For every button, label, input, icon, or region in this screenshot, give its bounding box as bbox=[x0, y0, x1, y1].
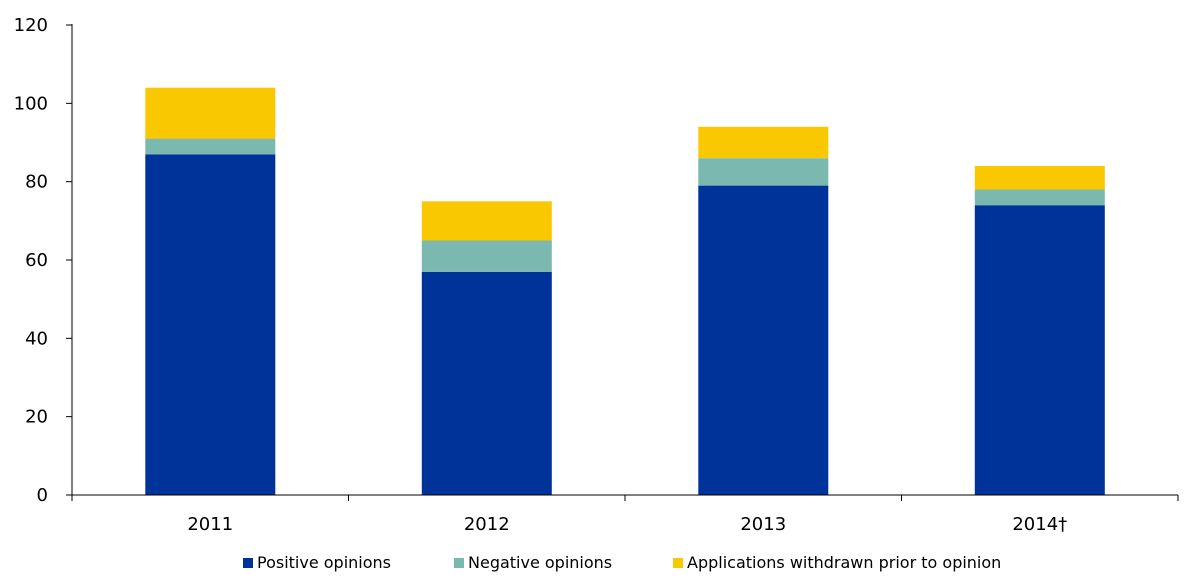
bar-segment-2-2 bbox=[698, 126, 829, 159]
legend-label-1: Negative opinions bbox=[468, 553, 612, 572]
bar-segment-1-0 bbox=[145, 138, 276, 155]
y-tick-label-2: 40 bbox=[25, 328, 48, 349]
legend-swatch-2 bbox=[673, 558, 683, 568]
x-tick-label-0: 2011 bbox=[187, 514, 233, 535]
bar-segment-0-3 bbox=[974, 205, 1105, 495]
legend-label-2: Applications withdrawn prior to opinion bbox=[687, 553, 1001, 572]
bar-segment-1-2 bbox=[698, 158, 829, 186]
x-tick-label-1: 2012 bbox=[464, 514, 510, 535]
y-tick-label-0: 0 bbox=[37, 485, 48, 506]
bar-segment-1-1 bbox=[421, 240, 552, 272]
legend-swatch-0 bbox=[243, 558, 253, 568]
bar-segment-0-1 bbox=[421, 271, 552, 496]
y-tick-label-6: 120 bbox=[14, 15, 48, 36]
bar-segment-1-3 bbox=[974, 189, 1105, 206]
y-tick-label-1: 20 bbox=[25, 407, 48, 428]
y-tick-label-5: 100 bbox=[14, 93, 48, 114]
bar-segment-0-0 bbox=[145, 154, 276, 496]
legend-label-0: Positive opinions bbox=[257, 553, 391, 572]
y-tick-label-3: 60 bbox=[25, 250, 48, 271]
bar-segment-0-2 bbox=[698, 185, 829, 495]
x-tick-label-3: 2014† bbox=[1012, 514, 1067, 535]
plot-area bbox=[145, 87, 1105, 496]
y-tick-label-4: 80 bbox=[25, 172, 48, 193]
bar-segment-2-0 bbox=[145, 87, 276, 139]
bar-segment-2-3 bbox=[974, 166, 1105, 190]
x-tick-label-2: 2013 bbox=[740, 514, 786, 535]
bar-segment-2-1 bbox=[421, 201, 552, 241]
legend-swatch-1 bbox=[454, 558, 464, 568]
legend: Positive opinions Negative opinions Applic… bbox=[243, 553, 1001, 572]
axes: 0 20 40 60 80 100 120 2011 2012 2013 2014† bbox=[14, 15, 1179, 535]
